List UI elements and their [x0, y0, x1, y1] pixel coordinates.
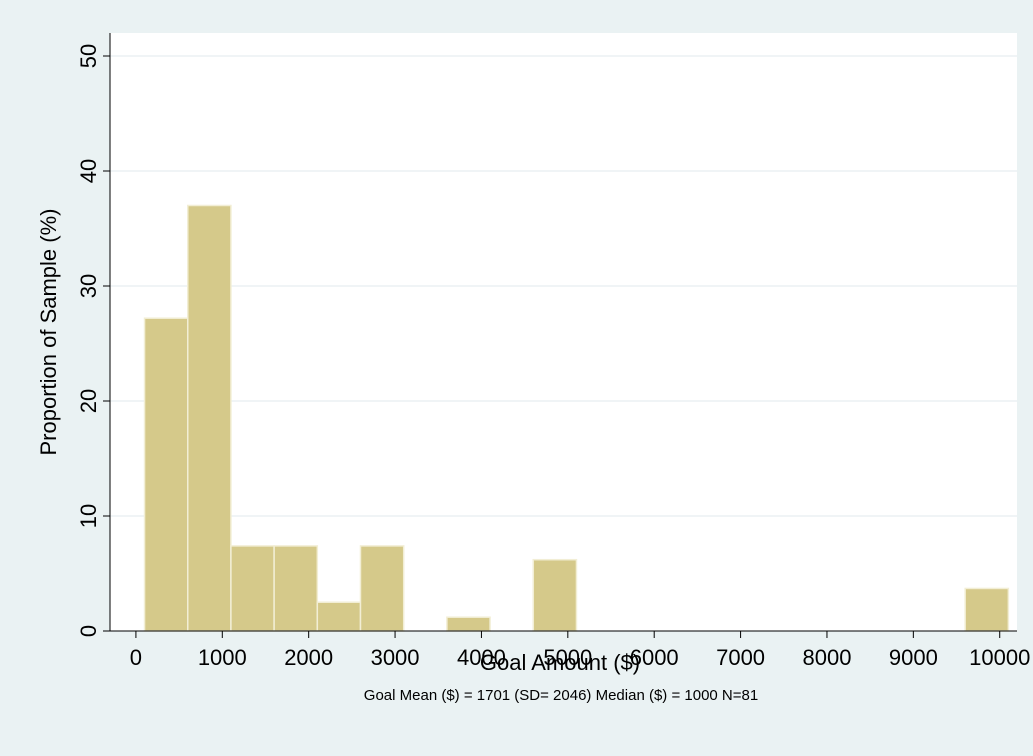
histogram-bar [446, 616, 491, 632]
y-tick-label: 10 [76, 504, 101, 528]
x-tick-label: 6000 [630, 645, 679, 670]
x-tick-label: 2000 [284, 645, 333, 670]
x-tick-label: 10000 [969, 645, 1030, 670]
x-tick-label: 7000 [716, 645, 765, 670]
histogram-bar [230, 545, 275, 632]
histogram-bar [532, 558, 578, 632]
x-axis-ticks: 0 1000 2000 3000 4000 5000 6000 7000 8000 9000 100… [130, 631, 1030, 670]
histogram-bar [964, 587, 1010, 632]
histogram-bar [273, 545, 319, 632]
histogram-bar [316, 601, 362, 632]
y-tick-label: 30 [76, 274, 101, 298]
histogram-bar [359, 545, 405, 632]
gridlines [110, 55, 1017, 517]
x-tick-label: 3000 [371, 645, 420, 670]
y-axis-ticks: 0 10 20 30 40 50 [76, 44, 110, 637]
x-tick-label: 5000 [543, 645, 592, 670]
y-tick-label: 40 [76, 159, 101, 183]
x-tick-label: 0 [130, 645, 142, 670]
x-tick-label: 1000 [198, 645, 247, 670]
x-tick-label: 4000 [457, 645, 506, 670]
axes [109, 33, 1017, 632]
y-axis-label: Proportion of Sample (%) [36, 209, 61, 456]
y-tick-label: 20 [76, 389, 101, 413]
bars [143, 204, 1010, 632]
y-tick-label: 50 [76, 44, 101, 68]
x-tick-label: 9000 [889, 645, 938, 670]
plot-area [110, 33, 1017, 631]
histogram-bar [143, 317, 189, 632]
y-tick-label: 0 [76, 625, 101, 637]
histogram-bar [186, 204, 232, 632]
x-tick-label: 8000 [802, 645, 851, 670]
x-axis-label: Goal Amount ($) [480, 650, 640, 675]
chart-note: Goal Mean ($) = 1701 (SD= 2046) Median (… [364, 687, 758, 704]
